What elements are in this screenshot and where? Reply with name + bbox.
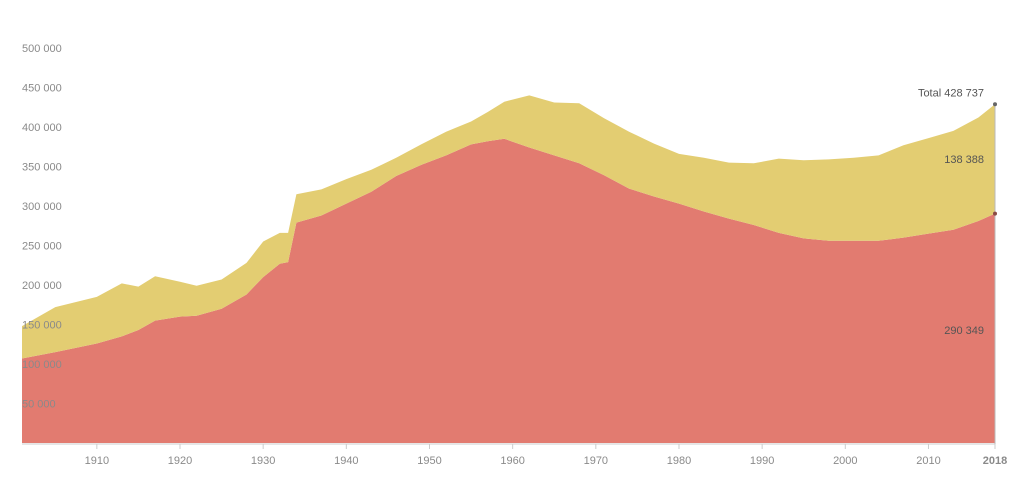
area-series-2	[22, 95, 995, 359]
x-tick-label: 1970	[584, 455, 608, 467]
y-tick-label: 150 000	[22, 320, 62, 332]
y-tick-label: 500 000	[22, 43, 62, 55]
y-tick-label: 250 000	[22, 241, 62, 253]
x-tick-label: 2018	[983, 455, 1007, 467]
x-tick-label: 1990	[750, 455, 774, 467]
x-axis-ticks: 1910 1920 1930 1940 1950 1960 1970 1980 1990 2000…	[85, 444, 1007, 467]
total-end-marker	[993, 102, 997, 107]
end-markers: Total 428 737 138 388 290 349	[918, 87, 997, 444]
x-tick-label: 1940	[334, 455, 358, 467]
y-tick-label: 400 000	[22, 122, 62, 134]
y-tick-label: 200 000	[22, 280, 62, 292]
total-label: Total 428 737	[918, 87, 984, 99]
y-tick-label: 300 000	[22, 201, 62, 213]
x-tick-label: 1920	[168, 455, 192, 467]
y-tick-label: 100 000	[22, 359, 62, 371]
y-tick-label: 50 000	[22, 399, 56, 411]
area-series-1	[22, 138, 995, 444]
x-tick-label: 1960	[500, 455, 524, 467]
series-1-end-label: 290 349	[944, 325, 984, 337]
series-2-end-label: 138 388	[944, 154, 984, 166]
x-tick-label: 2010	[916, 455, 940, 467]
area-layer	[22, 95, 995, 444]
y-tick-label: 350 000	[22, 162, 62, 174]
x-tick-label: 1930	[251, 455, 275, 467]
x-tick-label: 2000	[833, 455, 857, 467]
x-tick-label: 1910	[85, 455, 109, 467]
series-1-end-marker	[993, 211, 997, 216]
y-axis-ticks: 50 000 100 000 150 000 200 000 250 000 300 00…	[22, 43, 62, 411]
y-tick-label: 450 000	[22, 83, 62, 95]
x-tick-label: 1950	[417, 455, 441, 467]
x-tick-label: 1980	[667, 455, 691, 467]
